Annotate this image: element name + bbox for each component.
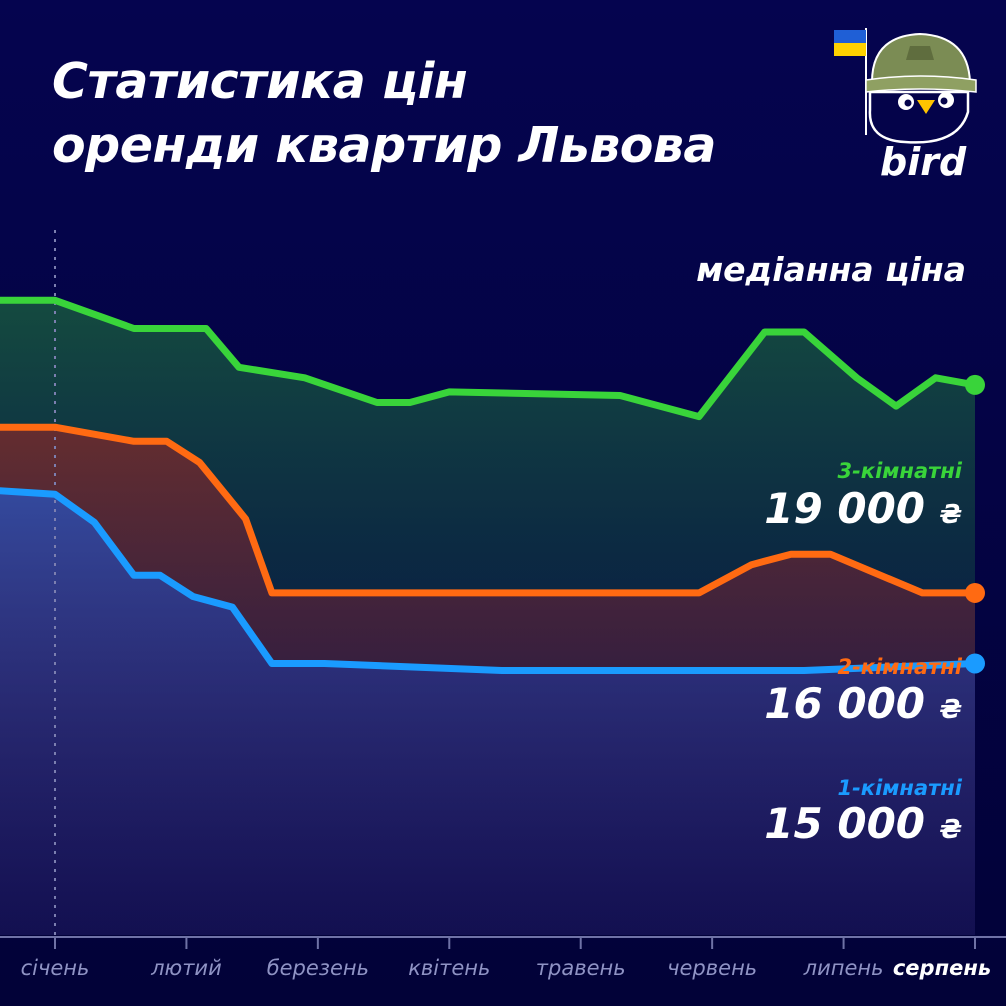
series-lines [0,296,985,674]
x-tick-label-3: березень [267,956,369,980]
legend-label-series-3: 1-кімнатні [837,776,962,800]
flag-yellow-stripe [834,43,866,56]
page-title: Статистика цін оренди квартир Львова [52,50,717,178]
bird-logo [834,28,977,144]
legend-label-series-1: 3-кімнатні [837,459,962,483]
end-point-series-2 [965,582,985,603]
value-label-series-3: 15 000 ₴ [764,799,962,848]
title-line-1: Статистика цін [52,53,468,110]
x-tick-label-6: червень [667,956,757,980]
title-line-2: оренди квартир Львова [52,117,717,174]
line-series-1 [0,296,979,421]
value-label-series-1: 19 000 ₴ [764,484,962,533]
area-series-3 [0,490,975,935]
flag-blue-stripe [834,30,866,43]
helmet-badge [906,46,934,60]
helmet-brim [865,75,977,93]
bird-pupil-left [904,99,912,107]
x-tick-label-7: липень [803,956,884,980]
legend-label-series-2: 2-кімнатні [837,655,962,679]
bird-beak-icon [917,100,935,114]
x-axis: січень лютий березень квітень травень червень… [0,936,1006,980]
x-tick-label-2: лютий [150,956,222,980]
line-series-2 [0,423,979,597]
bird-pupil-right [940,97,948,105]
brand-name: bird [880,140,967,184]
end-point-series-3 [965,653,985,674]
value-label-series-2: 16 000 ₴ [764,679,962,728]
x-tick-label-8: серпень [893,956,991,980]
x-tick-label-1: січень [21,956,90,980]
line-series-3 [0,487,979,674]
end-point-series-1 [965,374,985,395]
x-tick-label-4: квітень [408,956,490,980]
x-tick-label-5: травень [536,956,626,980]
series-areas [0,300,975,935]
chart-subtitle: медіанна ціна [696,250,966,289]
